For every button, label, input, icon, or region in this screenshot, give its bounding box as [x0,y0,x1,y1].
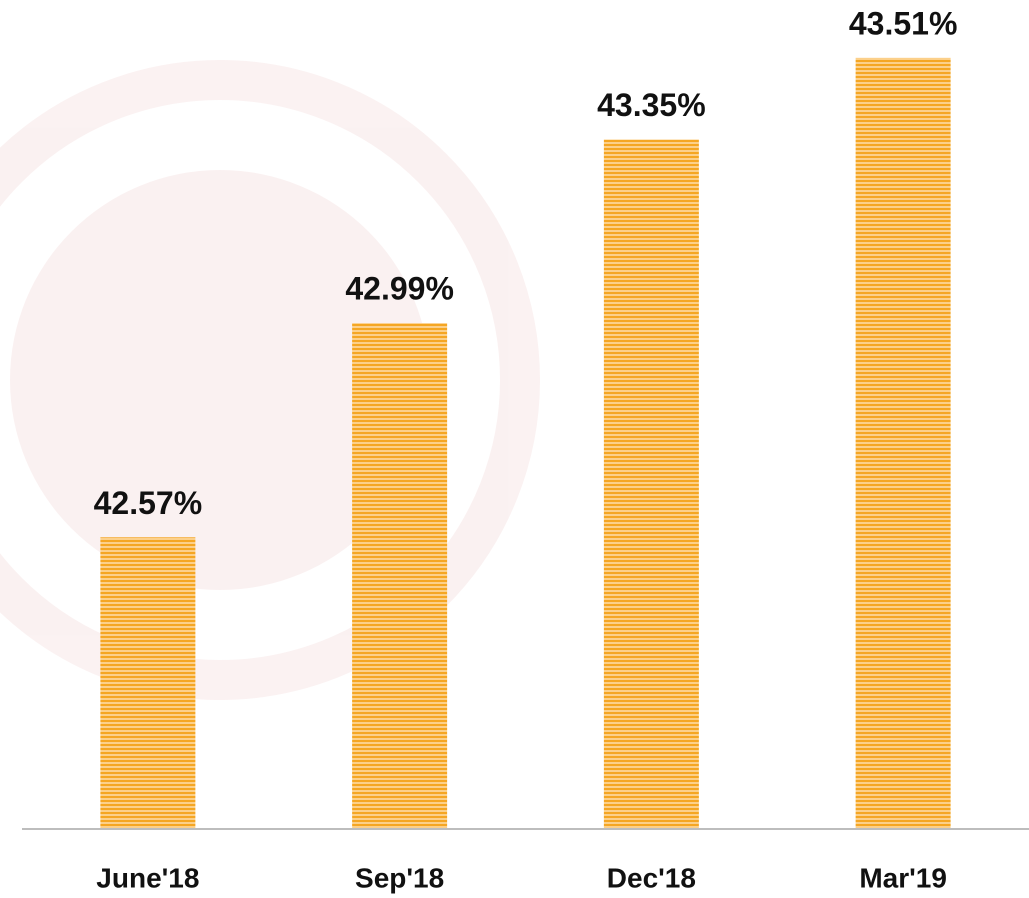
value-label: 42.99% [345,271,454,307]
bar [100,537,196,828]
watermark [0,60,540,700]
bar [352,323,448,828]
bar [603,139,699,828]
x-tick-label: Dec'18 [607,862,696,893]
x-tick-label: June'18 [96,862,199,893]
bar [855,57,951,828]
x-tick-label: Sep'18 [355,862,444,893]
value-label: 43.35% [597,87,706,123]
value-label: 43.51% [849,5,958,41]
x-tick-label: Mar'19 [859,862,947,893]
value-label: 42.57% [94,485,203,521]
